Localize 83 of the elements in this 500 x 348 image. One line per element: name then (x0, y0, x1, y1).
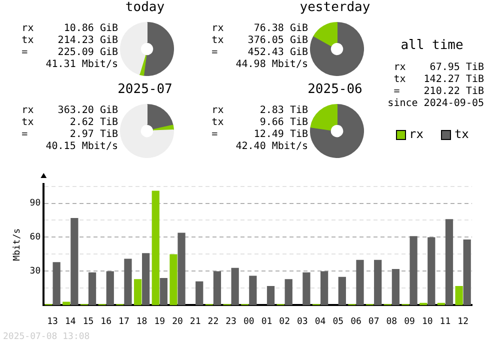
bar (152, 190, 160, 306)
x-tick-label: 03 (297, 316, 308, 327)
x-tick-label: 21 (190, 316, 201, 327)
x-tick-label: 17 (118, 316, 130, 327)
chart-title: today (124, 0, 166, 15)
x-tick-label: 16 (100, 316, 112, 327)
bar (88, 272, 96, 306)
x-tick-label: 01 (261, 316, 272, 327)
text: 42.40 Mbit/s (234, 141, 308, 153)
y-tick-label: 30 (30, 266, 41, 277)
x-tick-label: 00 (243, 316, 254, 327)
text: rx 76.38 GiB (210, 23, 308, 35)
text: tx 2.62 TiB (20, 117, 118, 129)
text: tx 376.05 GiB (210, 35, 308, 47)
bar (428, 237, 436, 306)
x-tick-label: 08 (386, 316, 398, 327)
text: tx 142.27 TiB (392, 74, 484, 86)
bar (266, 286, 275, 306)
x-tick-label: 06 (350, 316, 362, 327)
legend-label: rx (409, 127, 424, 141)
bar (338, 276, 346, 306)
text: rx 10.86 GiB (20, 23, 118, 35)
text: 40.15 Mbit/s (44, 141, 118, 153)
legend-label: tx (454, 127, 469, 141)
text: = 225.09 GiB (20, 47, 118, 59)
bar (374, 260, 382, 306)
x-tick-label: 23 (226, 316, 236, 327)
x-tick-label: 13 (47, 316, 58, 327)
text: rx 67.95 TiB (392, 62, 484, 74)
bar (52, 262, 60, 306)
x-tick-label: 09 (404, 316, 415, 327)
x-tick-label: 10 (422, 316, 433, 327)
bar (249, 276, 257, 306)
bar (178, 232, 186, 306)
chart-title: 2025-06 (306, 82, 364, 97)
x-tick-label: 02 (279, 316, 290, 327)
text: = 210.22 TiB (392, 86, 484, 98)
x-tick-label: 14 (64, 316, 76, 327)
bar (302, 272, 310, 306)
chart-title: 2025-07 (116, 82, 174, 97)
bar (231, 268, 239, 306)
bar (445, 219, 454, 306)
bar (160, 278, 168, 306)
y-tick-label: 60 (30, 232, 41, 243)
bar (134, 279, 142, 306)
bar (196, 281, 204, 306)
text: tx 214.23 GiB (20, 35, 118, 47)
y-tick-label: 90 (30, 198, 41, 209)
bar (106, 271, 114, 306)
bar (142, 253, 150, 306)
x-tick-label: 22 (208, 316, 219, 327)
y-axis-title: Mbit/s (12, 228, 23, 261)
bar (410, 236, 418, 306)
x-tick-label: 15 (82, 316, 94, 327)
bar (463, 240, 471, 306)
bar (392, 268, 400, 306)
text: rx 2.83 TiB (210, 105, 308, 117)
x-tick-label: 05 (332, 316, 344, 327)
text: tx 9.66 TiB (210, 117, 308, 129)
x-tick-label: 20 (172, 316, 183, 327)
x-tick-label: 07 (368, 316, 380, 327)
bar (213, 271, 222, 306)
bar (284, 279, 292, 306)
x-tick-label: 11 (440, 316, 451, 327)
text: = 452.43 GiB (210, 47, 308, 59)
bar (124, 258, 132, 306)
text: 44.98 Mbit/s (234, 59, 308, 71)
bar (320, 271, 328, 306)
x-tick-label: 04 (314, 316, 326, 327)
bar (170, 254, 178, 306)
text: = 2.97 TiB (20, 129, 118, 141)
x-tick-label: 12 (458, 316, 468, 327)
bar (455, 286, 463, 306)
text: rx 363.20 GiB (20, 105, 118, 117)
text: = 12.49 TiB (210, 129, 308, 141)
text: all time (400, 38, 464, 53)
x-tick-label: 19 (154, 316, 166, 327)
bar (356, 260, 364, 306)
chart-title: yesterday (298, 0, 372, 15)
x-tick-label: 18 (136, 316, 148, 327)
bar (70, 218, 78, 306)
text: 41.31 Mbit/s (44, 59, 118, 71)
text: since 2024-09-05 (386, 98, 484, 110)
